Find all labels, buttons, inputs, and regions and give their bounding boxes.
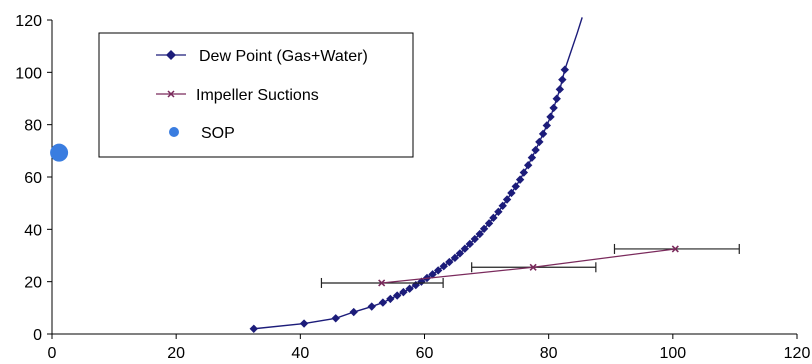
y-tick-label: 60 <box>24 170 42 187</box>
dew-point-marker <box>523 161 533 170</box>
dew-point-marker <box>465 239 475 249</box>
dew-point-marker <box>535 137 544 147</box>
dew-point-marker <box>367 302 376 311</box>
dew-point-marker <box>392 291 402 300</box>
dew-point-marker <box>450 253 460 263</box>
series-sop <box>50 143 69 162</box>
dew-point-marker <box>405 284 414 293</box>
dew-point-marker <box>386 294 395 304</box>
dew-point-marker <box>552 94 561 103</box>
dew-point-marker <box>299 319 309 328</box>
dew-point-marker <box>349 307 358 317</box>
dew-point-marker <box>531 145 540 155</box>
impeller-marker <box>671 245 679 253</box>
dew-point-marker <box>399 287 408 297</box>
legend-label: Dew Point (Gas+Water) <box>199 48 368 65</box>
dew-point-marker <box>494 207 503 217</box>
legend: Dew Point (Gas+Water) Impeller Suctions … <box>98 32 414 158</box>
y-tick-label: 40 <box>24 222 42 239</box>
dew-point-marker <box>433 266 443 275</box>
legend-item-sop: SOP <box>169 125 235 142</box>
dew-point-marker <box>546 112 555 122</box>
x-tick-label: 40 <box>291 345 309 362</box>
dew-point-marker <box>479 224 489 234</box>
series-dew-point <box>249 17 583 333</box>
y-tick-label: 100 <box>15 65 42 82</box>
dew-point-marker <box>558 75 567 84</box>
impeller-marker <box>529 263 537 271</box>
legend-swatch-marker <box>167 90 175 98</box>
y-tick-label: 80 <box>24 118 42 135</box>
tick-labels: 0 20 40 60 80 100 120 0 20 40 60 80 100 120 <box>15 13 810 362</box>
y-tick-label: 120 <box>15 13 42 30</box>
axes <box>47 19 798 339</box>
dew-point-marker <box>555 85 565 94</box>
x-tick-label: 0 <box>48 345 57 362</box>
dew-point-marker <box>507 188 516 198</box>
dew-point-marker <box>489 213 498 223</box>
legend-item-impeller-suctions: Impeller Suctions <box>156 87 319 104</box>
x-tick-label: 120 <box>784 345 811 362</box>
y-tick-label: 20 <box>24 275 42 292</box>
dew-point-marker <box>515 175 525 184</box>
dew-point-marker <box>519 168 529 177</box>
dew-point-marker <box>460 244 470 253</box>
impeller-marker <box>378 279 386 287</box>
dew-point-marker <box>331 314 340 323</box>
legend-label: SOP <box>201 125 235 142</box>
legend-swatch-marker <box>166 50 176 60</box>
dew-point-marker <box>549 103 558 113</box>
dew-point-marker <box>560 65 570 74</box>
dew-point-marker <box>378 298 388 307</box>
dew-point-marker <box>470 234 479 244</box>
impeller-line <box>381 248 676 284</box>
x-tick-label: 100 <box>659 345 686 362</box>
dew-point-marker <box>511 182 520 191</box>
dew-point-marker <box>428 270 437 279</box>
series-layer <box>50 17 740 333</box>
legend-box <box>98 32 414 158</box>
dew-point-marker <box>445 257 454 267</box>
y-tick-label: 0 <box>33 327 42 344</box>
x-tick-label: 80 <box>540 345 558 362</box>
dew-point-marker <box>475 229 484 239</box>
dew-point-marker <box>455 249 465 258</box>
dew-point-marker <box>439 262 448 271</box>
dew-point-marker <box>498 201 507 210</box>
sop-marker <box>50 143 69 162</box>
legend-swatch-marker <box>169 127 179 137</box>
x-tick-label: 60 <box>416 345 434 362</box>
dew-point-marker <box>538 129 548 139</box>
dew-point-marker <box>527 153 537 162</box>
legend-label: Impeller Suctions <box>196 87 319 104</box>
legend-item-dew-point: Dew Point (Gas+Water) <box>156 48 368 65</box>
dew-point-marker <box>249 324 258 333</box>
x-tick-label: 20 <box>167 345 185 362</box>
dew-point-marker <box>502 195 512 204</box>
dew-point-marker <box>542 121 552 130</box>
dew-point-marker <box>484 219 494 228</box>
series-impeller-suctions <box>320 243 740 288</box>
